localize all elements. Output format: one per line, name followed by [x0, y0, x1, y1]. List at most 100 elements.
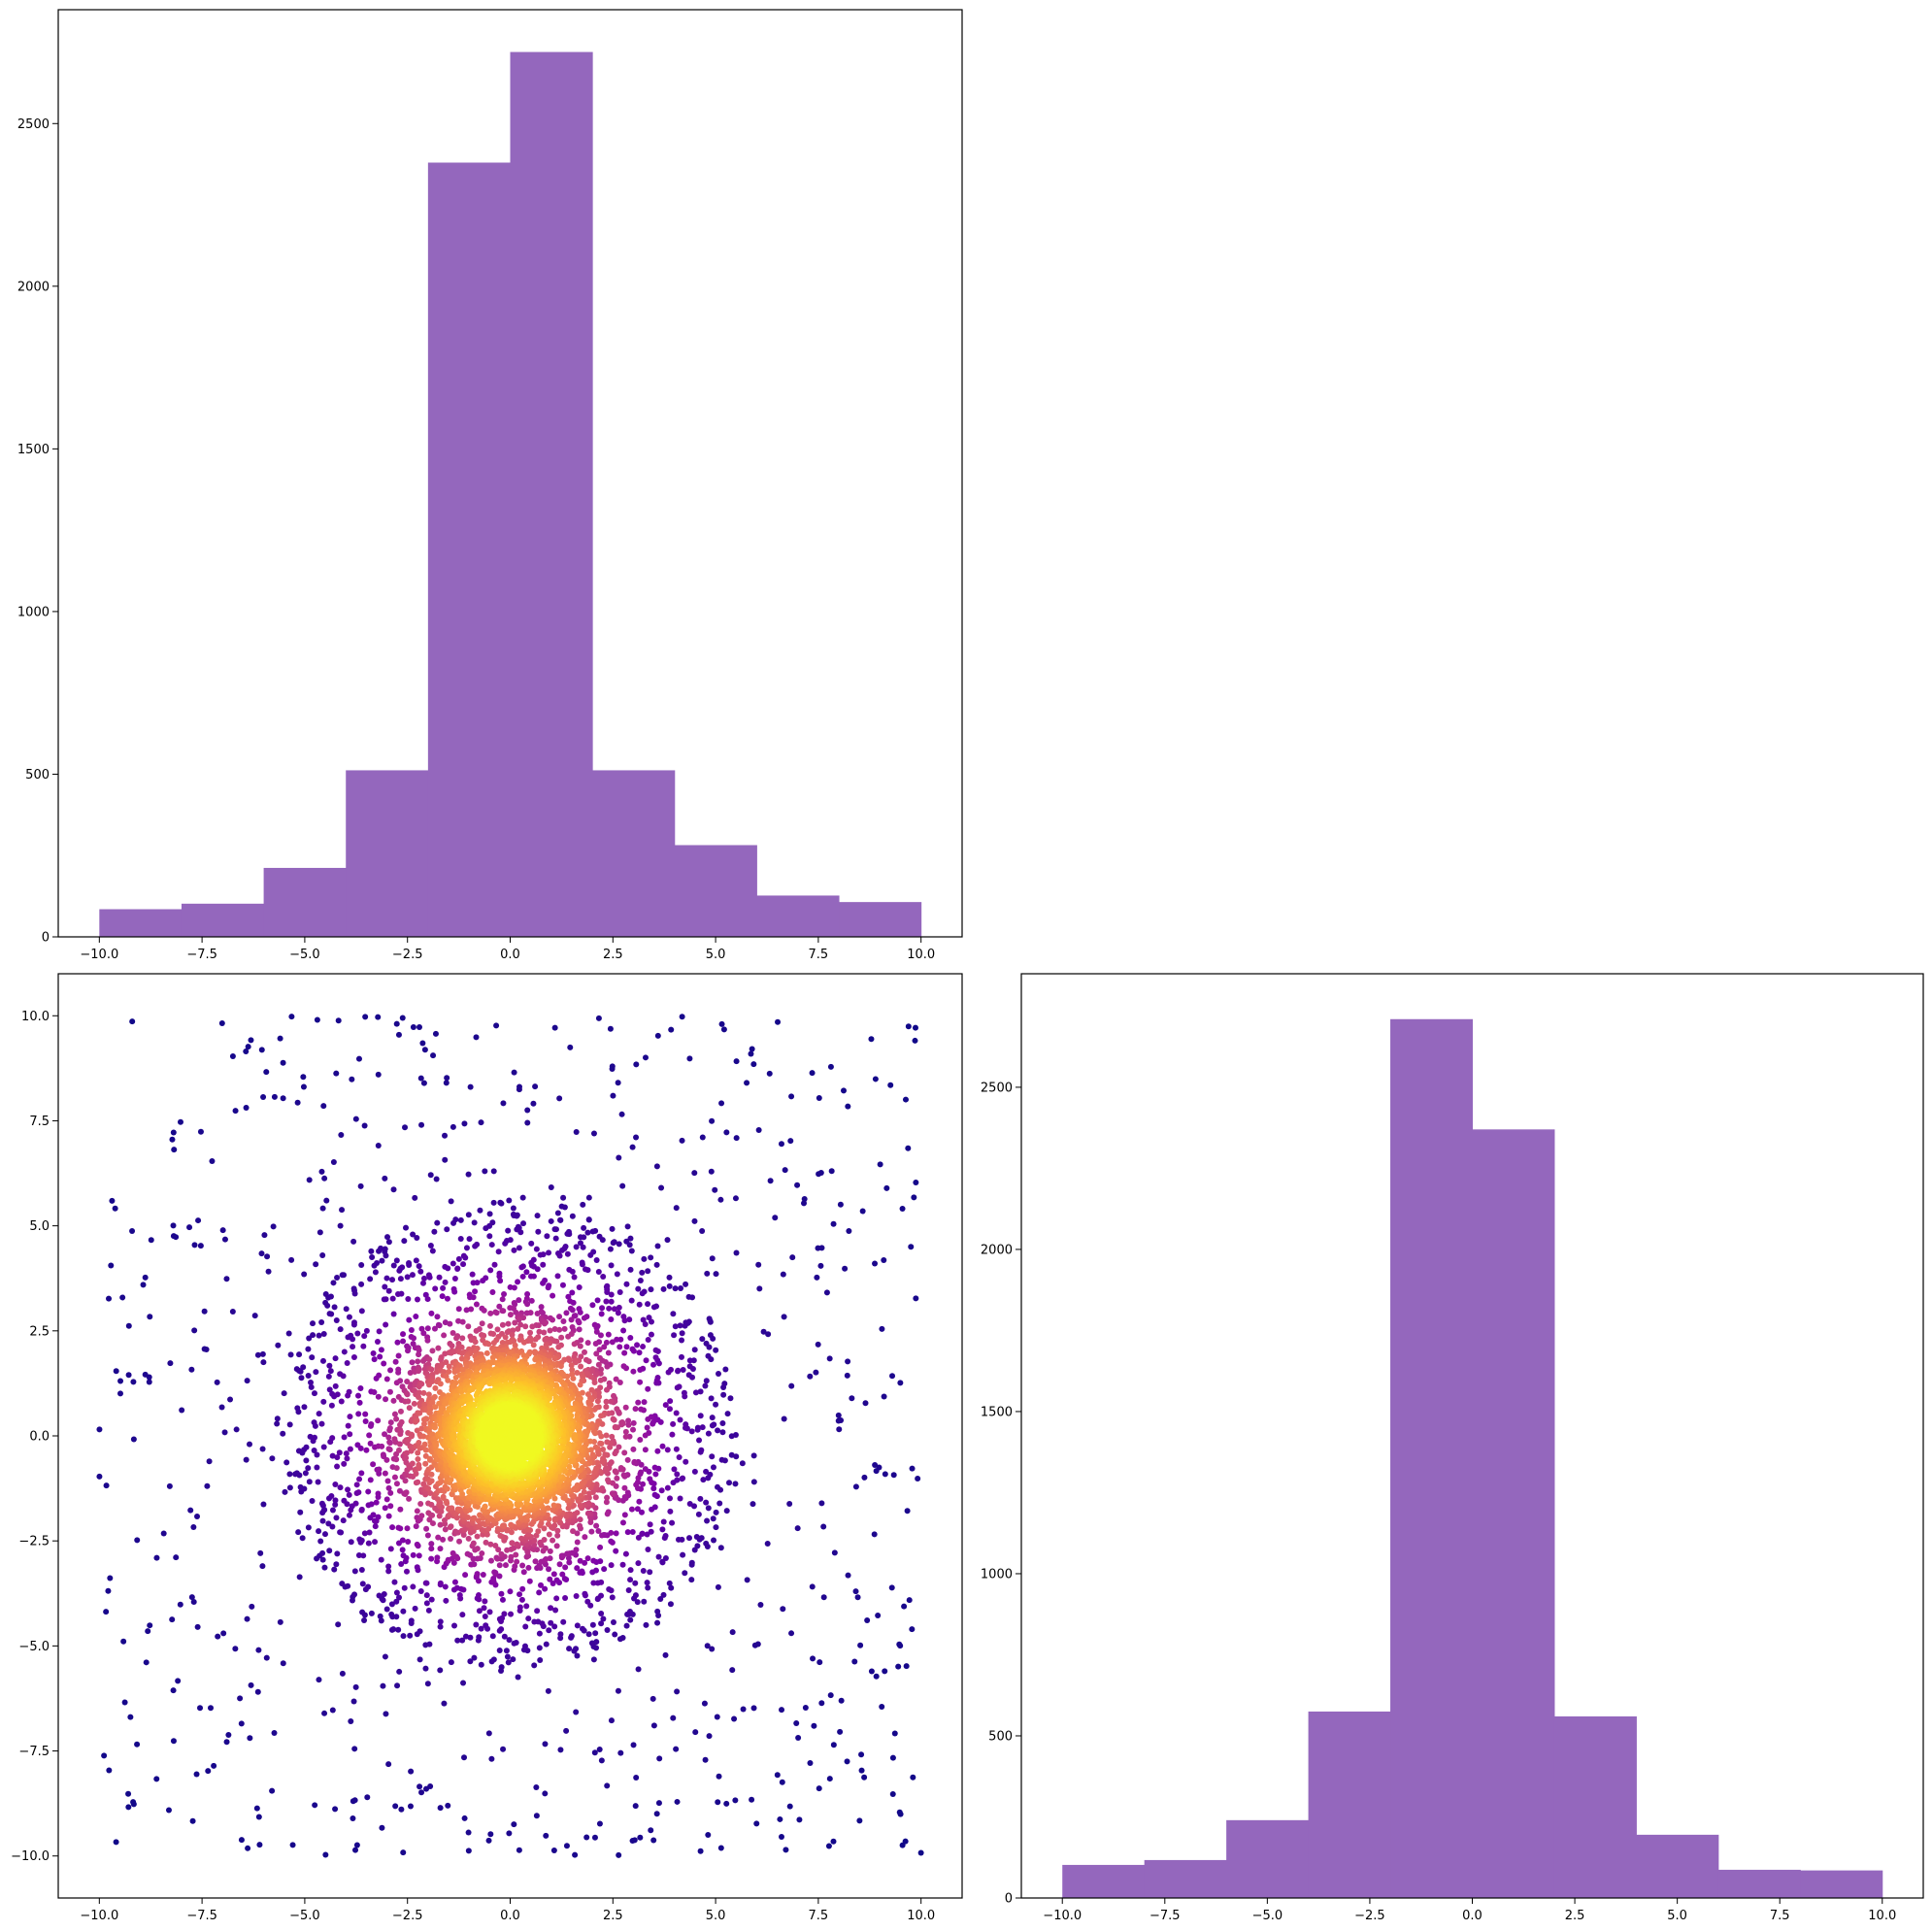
scatter-point [608, 1316, 615, 1323]
scatter-point [816, 1659, 823, 1666]
scatter-point [260, 1093, 267, 1100]
scatter-point [170, 1687, 177, 1694]
scatter-point [542, 1741, 549, 1748]
scatter-point [416, 1439, 422, 1446]
scatter-point [404, 1379, 411, 1385]
scatter-point [498, 1550, 505, 1557]
scatter-point [561, 1576, 568, 1582]
scatter-point [705, 1831, 712, 1838]
scatter-point [515, 1674, 521, 1681]
scatter-point [621, 1494, 628, 1501]
scatter-point [703, 1540, 710, 1547]
scatter-point [358, 1261, 365, 1268]
scatter-point [393, 1415, 400, 1422]
scatter-point [227, 1396, 234, 1403]
scatter-point [361, 1122, 368, 1129]
scatter-point [383, 1376, 390, 1382]
scatter-point [501, 1611, 508, 1617]
scatter-point [533, 1813, 540, 1819]
x-tick-label: −2.5 [392, 948, 423, 962]
scatter-point [351, 1290, 358, 1297]
scatter-point [286, 1421, 293, 1428]
scatter-point [621, 1512, 628, 1518]
scatter-point [705, 1475, 712, 1482]
scatter-point [538, 1581, 545, 1588]
scatter-point [194, 1623, 201, 1630]
scatter-point [436, 1322, 443, 1329]
scatter-point [567, 1044, 574, 1050]
scatter-point [389, 1295, 396, 1302]
scatter-point [647, 1569, 653, 1576]
scatter-point [451, 1288, 458, 1295]
scatter-point [589, 1451, 596, 1458]
scatter-point [414, 1417, 420, 1424]
scatter-point [427, 1490, 434, 1497]
scatter-point [553, 1543, 560, 1549]
scatter-point [702, 1756, 709, 1763]
scatter-point [835, 1412, 842, 1418]
scatter-point [868, 1668, 875, 1675]
scatter-point [713, 1347, 719, 1353]
scatter-point [744, 1080, 750, 1086]
scatter-point [726, 1480, 733, 1486]
scatter-point [103, 1609, 110, 1615]
scatter-point [701, 1700, 708, 1707]
scatter-point [368, 1248, 375, 1254]
scatter-point [313, 1369, 319, 1376]
scatter-point [400, 1849, 407, 1856]
scatter-point [578, 1363, 584, 1370]
scatter-point [525, 1513, 532, 1519]
scatter-point [613, 1548, 619, 1554]
scatter-point [332, 1501, 339, 1508]
scatter-point [820, 1594, 827, 1601]
scatter-point [483, 1539, 489, 1546]
scatter-point [197, 1128, 204, 1135]
scatter-point [609, 1339, 616, 1346]
scatter-point [489, 1288, 496, 1295]
y-tick-label: 0 [42, 931, 50, 946]
scatter-point [597, 1377, 604, 1383]
scatter-point [541, 1525, 548, 1532]
scatter-point [437, 1667, 444, 1674]
scatter-point [146, 1374, 152, 1381]
scatter-point [626, 1242, 633, 1248]
scatter-point [386, 1440, 393, 1447]
scatter-point [573, 1709, 580, 1715]
scatter-point [338, 1529, 345, 1536]
scatter-point [134, 1537, 141, 1544]
scatter-point [358, 1537, 365, 1544]
scatter-point [872, 1260, 879, 1267]
scatter-point [422, 1665, 429, 1672]
scatter-point [637, 1366, 644, 1373]
scatter-point [473, 1621, 480, 1628]
scatter-point [710, 1515, 716, 1522]
scatter-point [298, 1375, 305, 1382]
scatter-point [350, 1354, 357, 1361]
scatter-point [707, 1332, 714, 1339]
scatter-point [426, 1641, 433, 1648]
scatter-point [611, 1392, 617, 1399]
scatter-point [221, 1429, 228, 1436]
scatter-point [852, 1483, 859, 1490]
scatter-point [413, 1314, 419, 1320]
scatter-point [188, 1366, 195, 1373]
scatter-point [618, 1111, 625, 1117]
scatter-point [381, 1360, 387, 1367]
scatter-point [335, 1017, 342, 1024]
scatter-point [316, 1528, 322, 1535]
scatter-point [308, 1383, 315, 1390]
scatter-point [610, 1619, 616, 1626]
scatter-point [383, 1396, 389, 1403]
scatter-point [723, 1129, 730, 1136]
scatter-point [318, 1168, 325, 1175]
scatter-point [130, 1379, 137, 1385]
scatter-point [565, 1333, 572, 1340]
scatter-point [542, 1358, 549, 1365]
scatter-point [352, 1683, 359, 1690]
scatter-point [628, 1248, 635, 1254]
scatter-point [432, 1030, 439, 1037]
scatter-point [373, 1499, 380, 1506]
scatter-point [462, 1633, 469, 1640]
histogram-top-left: −10.0 −7.5 −5.0 −2.5 0.0 2.5 5.0 7.5 10.00500100… [17, 9, 963, 962]
scatter-point [390, 1397, 397, 1404]
